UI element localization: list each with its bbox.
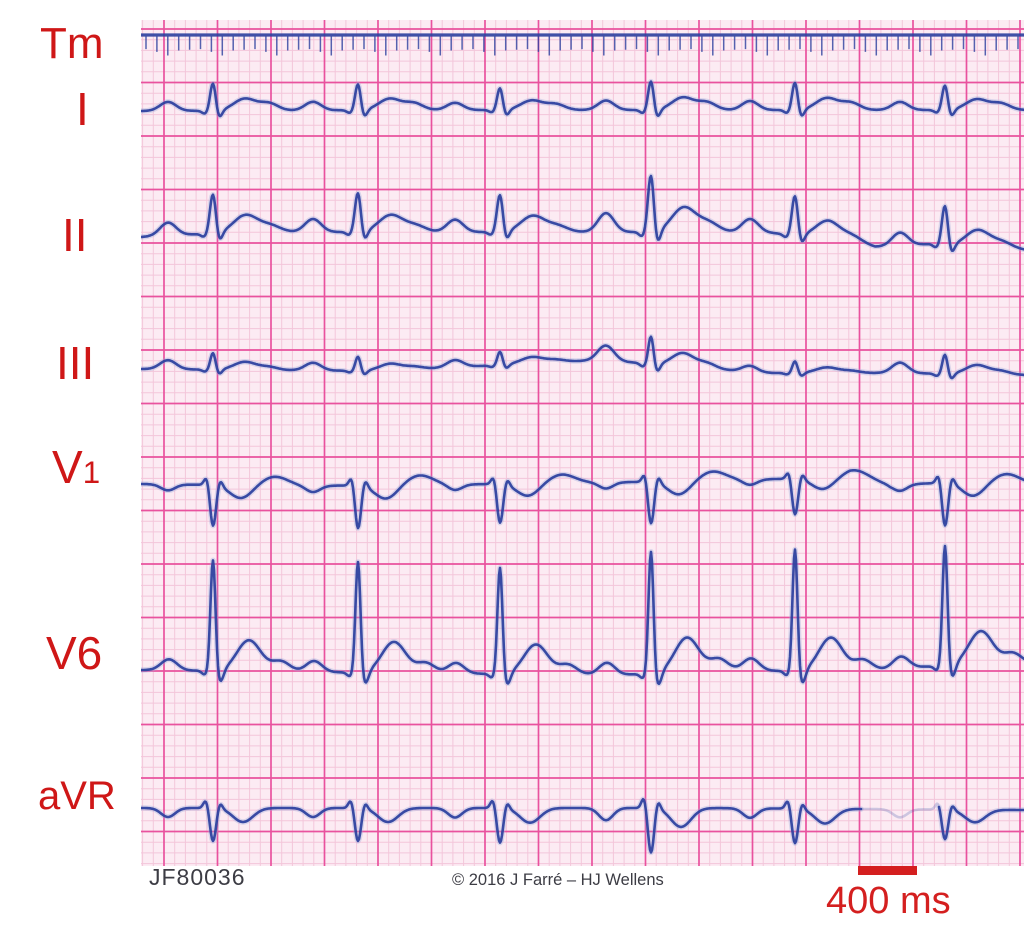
trace-lead-V1 — [141, 469, 1024, 530]
figure-id-text: JF80036 — [149, 864, 246, 890]
trace-lead-aVR — [141, 798, 863, 854]
trace-lead-III — [141, 335, 1024, 380]
trace-lead-II — [141, 174, 1024, 252]
ecg-grid — [141, 20, 1024, 866]
scale-bar — [858, 866, 917, 875]
copyright-text: © 2016 J Farré – HJ Wellens — [452, 871, 664, 889]
lead-label-i: I — [76, 83, 89, 135]
trace-lead-I — [141, 80, 1024, 118]
trace-lead-aVR — [860, 802, 940, 819]
lead-label-iii: III — [56, 337, 95, 389]
scale-bar-label: 400 ms — [826, 880, 951, 922]
ecg-paper — [141, 20, 1024, 866]
ecg-traces — [141, 33, 1024, 856]
lead-label-avr: aVR — [38, 774, 116, 818]
trace-tm-ticks — [145, 36, 1019, 56]
lead-label-ii: II — [62, 209, 88, 261]
trace-lead-V6 — [141, 544, 1024, 686]
trace-lead-aVR — [937, 805, 1024, 841]
lead-label-v1: V1 — [52, 441, 101, 493]
lead-label-tm: Tm — [40, 19, 104, 68]
lead-label-v6: V6 — [46, 627, 103, 679]
